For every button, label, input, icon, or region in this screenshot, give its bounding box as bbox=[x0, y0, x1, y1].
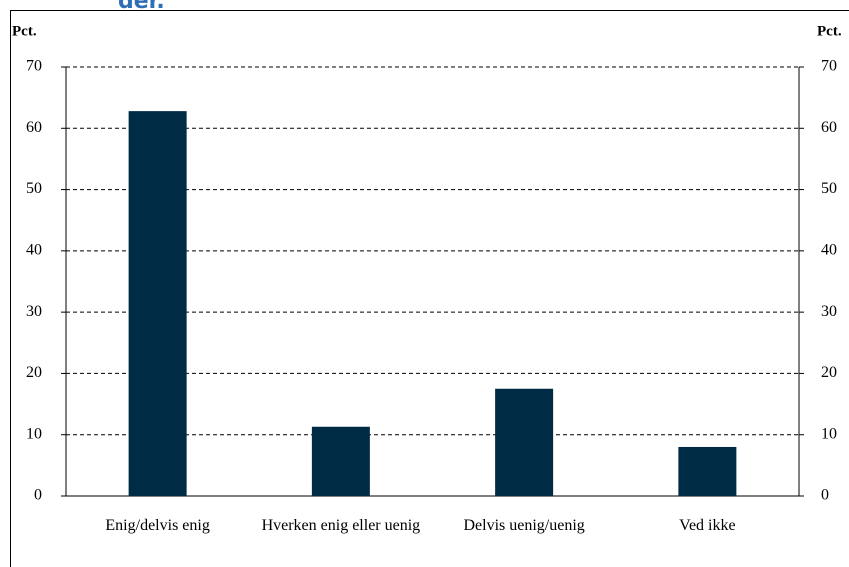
y-axis-label: Pct. bbox=[12, 23, 37, 39]
frame bbox=[10, 10, 849, 567]
x-tick-label: Hverken enig eller uenig bbox=[261, 517, 421, 534]
y2-tick-label: 70 bbox=[821, 58, 837, 75]
y2-tick-label: 30 bbox=[821, 303, 837, 320]
x-tick-label: Delvis uenig/uenig bbox=[463, 517, 585, 534]
y-tick-label: 10 bbox=[26, 425, 42, 442]
y2-tick-label: 10 bbox=[821, 425, 837, 442]
x-tick-label: Ved ikke bbox=[679, 517, 736, 534]
y2-tick-label: 40 bbox=[821, 242, 837, 259]
y2-tick-label: 60 bbox=[821, 119, 837, 136]
y-tick-label: 60 bbox=[26, 119, 42, 136]
y-tick-label: 50 bbox=[26, 180, 42, 197]
y2-tick-label: 50 bbox=[821, 180, 837, 197]
bar bbox=[678, 446, 737, 496]
y-tick-label: 0 bbox=[34, 487, 42, 504]
y2-axis-label: Pct. bbox=[817, 23, 842, 39]
chart-title: der. bbox=[118, 0, 165, 14]
bar bbox=[495, 388, 554, 496]
y2-tick-label: 0 bbox=[821, 487, 829, 504]
bar bbox=[128, 111, 187, 496]
y-tick-label: 40 bbox=[26, 242, 42, 259]
x-tick-label: Enig/delvis enig bbox=[105, 517, 210, 534]
y-tick-label: 20 bbox=[26, 364, 42, 381]
y2-tick-label: 20 bbox=[821, 364, 837, 381]
bar bbox=[311, 426, 370, 496]
y-tick-label: 30 bbox=[26, 303, 42, 320]
y-tick-label: 70 bbox=[26, 58, 42, 75]
